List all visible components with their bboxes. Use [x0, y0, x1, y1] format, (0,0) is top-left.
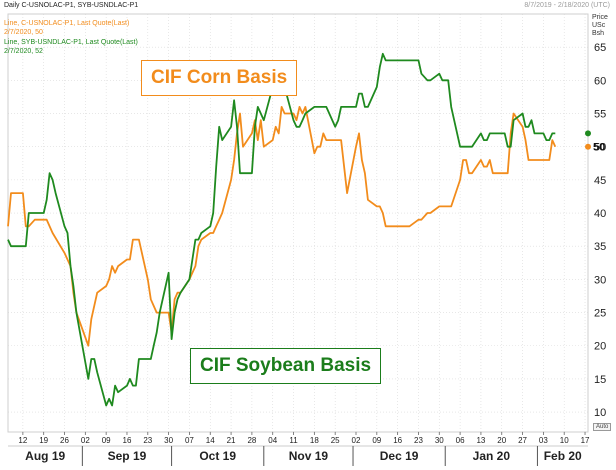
x-tick-label: 13: [476, 436, 485, 445]
x-tick-label: 02: [352, 436, 361, 445]
y-tick-label: 35: [594, 241, 606, 253]
x-tick-label: 12: [18, 436, 27, 445]
legend-corn-series: Line, C-USNOLAC-P1, Last Quote(Last): [4, 20, 130, 27]
y-tick-label: 55: [594, 109, 606, 121]
month-label: Jan 20: [473, 449, 511, 463]
y-tick-label: 65: [594, 42, 606, 54]
x-tick-label: 30: [164, 436, 173, 445]
x-tick-label: 21: [227, 436, 236, 445]
unit-bsh: Bsh: [592, 30, 605, 37]
x-tick-label: 25: [331, 436, 340, 445]
chart-header-title: Daily C-USNOLAC-P1, SYB-USNDLAC-P1: [4, 2, 139, 9]
legend-soy-last: 2/7/2020, 52: [4, 48, 43, 55]
x-tick-label: 23: [414, 436, 423, 445]
x-tick-label: 02: [81, 436, 90, 445]
auto-scale-button[interactable]: Auto: [593, 423, 612, 431]
x-tick-label: 30: [435, 436, 444, 445]
unit-price: Price: [592, 14, 608, 21]
x-tick-label: 28: [247, 436, 256, 445]
month-label: Nov 19: [289, 449, 329, 463]
y-tick-label: 30: [594, 274, 606, 286]
legend-corn: Line, C-USNOLAC-P1, Last Quote(Last) 2/7…: [4, 19, 129, 37]
corn-last-value-label: 50: [593, 142, 605, 154]
y-tick-label: 60: [594, 75, 606, 87]
legend-soy: Line, SYB-USNDLAC-P1, Last Quote(Last) 2…: [4, 38, 138, 56]
legend-corn-last: 2/7/2020, 50: [4, 29, 43, 36]
x-tick-label: 23: [143, 436, 152, 445]
y-tick-label: 10: [594, 407, 606, 419]
corn-last-value-dot: [585, 143, 591, 150]
x-tick-label: 16: [393, 436, 402, 445]
x-tick-label: 17: [581, 436, 590, 445]
x-tick-label: 27: [518, 436, 527, 445]
x-tick-label: 20: [497, 436, 506, 445]
x-tick-label: 04: [268, 436, 277, 445]
corn-series-line: [7, 106, 557, 347]
y-tick-label: 15: [594, 374, 606, 386]
soy-last-value-dot: [585, 130, 591, 137]
annotation-corn-basis: CIF Corn Basis: [141, 60, 298, 96]
y-tick-label: 50: [594, 142, 606, 154]
month-label: Aug 19: [25, 449, 65, 463]
y-tick-label: 45: [594, 175, 606, 187]
x-tick-label: 07: [185, 436, 194, 445]
x-tick-label: 18: [310, 436, 319, 445]
x-tick-label: 10: [560, 436, 569, 445]
chart-axes: 10 15 20 25 30 35 40 45 50 55 60 65 12 19 26 02 09 16 23 30…: [7, 13, 606, 466]
month-label: Feb 20: [544, 449, 582, 463]
month-label: Sep 19: [108, 449, 147, 463]
x-tick-label: 16: [123, 436, 132, 445]
last-value-markers: 50: [585, 130, 605, 154]
legend-soy-series: Line, SYB-USNDLAC-P1, Last Quote(Last): [4, 39, 138, 46]
unit-usc: USc: [592, 22, 606, 29]
chart-date-range: 8/7/2019 - 2/18/2020 (UTC): [524, 2, 610, 9]
month-label: Oct 19: [199, 449, 236, 463]
annotation-soybean-basis: CIF Soybean Basis: [190, 348, 382, 384]
x-tick-label: 19: [39, 436, 48, 445]
y-tick-label: 25: [594, 308, 606, 320]
month-label: Dec 19: [380, 449, 419, 463]
y-tick-label: 20: [594, 341, 606, 353]
x-tick-label: 09: [372, 436, 381, 445]
y-tick-label: 40: [594, 208, 606, 220]
x-tick-label: 06: [456, 436, 465, 445]
x-tick-label: 26: [60, 436, 69, 445]
x-tick-label: 11: [289, 436, 298, 445]
y-axis-unit: Price USc Bsh: [592, 14, 608, 38]
x-tick-label: 03: [539, 436, 548, 445]
x-tick-label: 14: [206, 436, 215, 445]
x-tick-label: 09: [102, 436, 111, 445]
